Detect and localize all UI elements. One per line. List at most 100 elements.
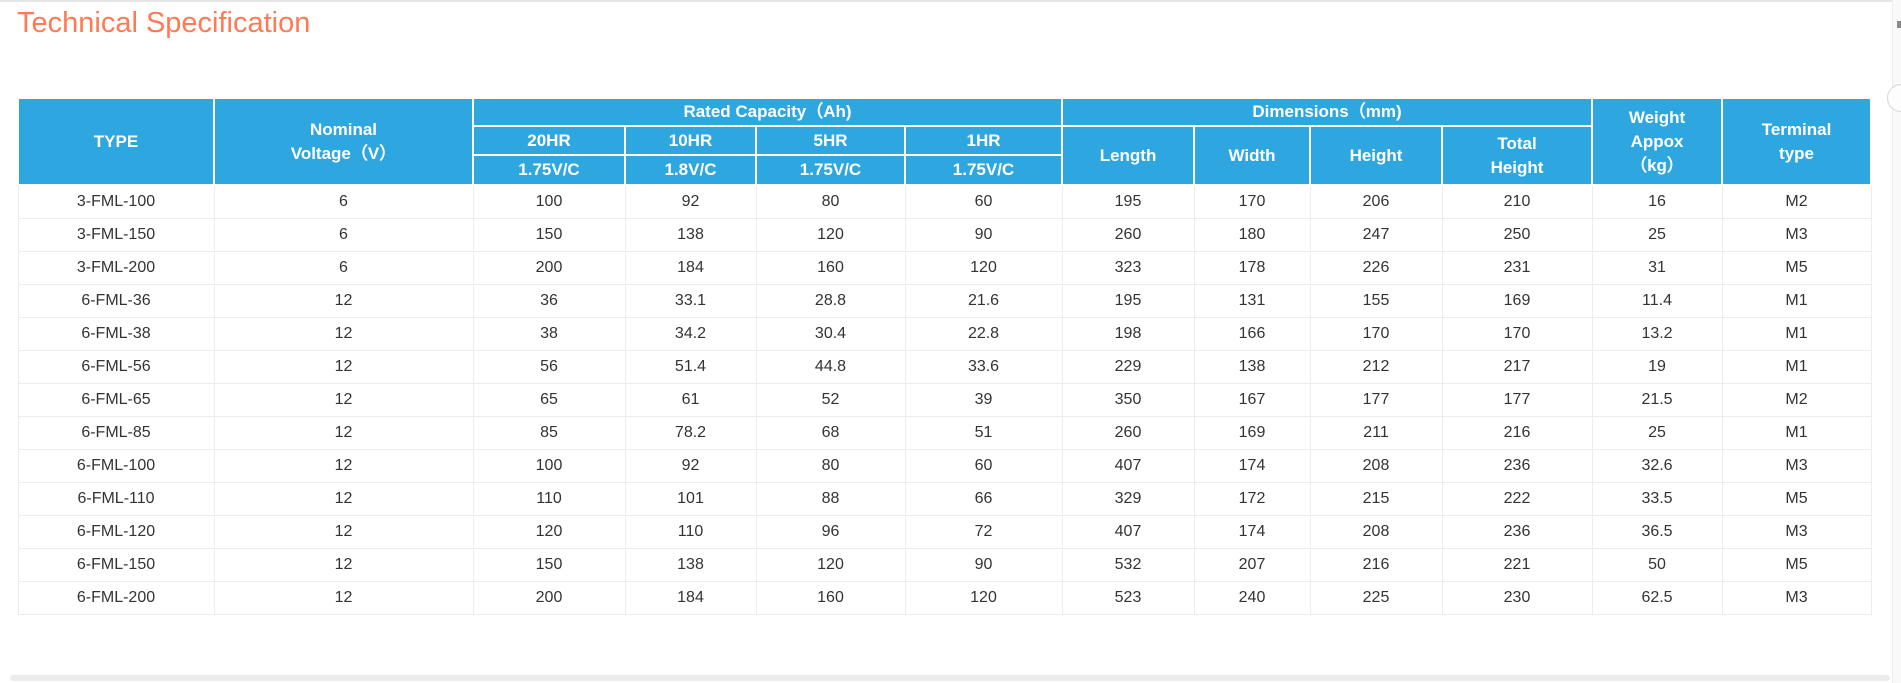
cell-width: 174: [1193, 515, 1311, 549]
cell-weight: 16: [1591, 184, 1723, 219]
cell-capacity-10hr: 138: [624, 548, 757, 582]
vertical-scrollbar-track[interactable]: [1892, 0, 1901, 683]
cell-terminal-type: M5: [1721, 482, 1872, 516]
technical-specification-table: TYPE Nominal Voltage（V） Rated Capacity（A…: [17, 97, 1873, 615]
edge-mark: [1897, 21, 1901, 28]
cell-type: 6-FML-200: [17, 581, 215, 615]
spec-table-body: 3-FML-100 6 100 92 80 60 195 170 206 210 16 M2 3-FML…: [17, 184, 1872, 615]
cell-capacity-1hr: 51: [904, 416, 1063, 450]
cell-terminal-type: M2: [1721, 184, 1872, 219]
cell-type: 3-FML-100: [17, 184, 215, 219]
col-header-20hr-voltage: 1.75V/C: [472, 154, 626, 186]
cell-nominal-voltage: 12: [213, 548, 474, 582]
cell-capacity-10hr: 61: [624, 383, 757, 417]
cell-terminal-type: M2: [1721, 383, 1872, 417]
col-header-weight: Weight Appox （kg）: [1591, 97, 1724, 186]
cell-total-height: 216: [1441, 416, 1593, 450]
cell-height: 211: [1309, 416, 1443, 450]
cell-terminal-type: M3: [1721, 449, 1872, 483]
cell-nominal-voltage: 12: [213, 581, 474, 615]
cell-total-height: 221: [1441, 548, 1593, 582]
col-header-width: Width: [1193, 125, 1312, 186]
cell-capacity-5hr: 160: [755, 251, 906, 285]
cell-weight: 25: [1591, 218, 1723, 252]
cell-nominal-voltage: 12: [213, 416, 474, 450]
cell-terminal-type: M1: [1721, 284, 1872, 318]
cell-terminal-type: M3: [1721, 581, 1872, 615]
col-header-10hr-voltage: 1.8V/C: [624, 154, 757, 186]
cell-terminal-type: M3: [1721, 515, 1872, 549]
cell-capacity-1hr: 39: [904, 383, 1063, 417]
cell-total-height: 170: [1441, 317, 1593, 351]
cell-length: 229: [1061, 350, 1195, 384]
cell-total-height: 217: [1441, 350, 1593, 384]
cell-capacity-1hr: 33.6: [904, 350, 1063, 384]
cell-capacity-10hr: 51.4: [624, 350, 757, 384]
nominal-voltage-line2: Voltage（V）: [290, 143, 397, 163]
cell-capacity-1hr: 22.8: [904, 317, 1063, 351]
cell-capacity-5hr: 30.4: [755, 317, 906, 351]
cell-width: 207: [1193, 548, 1311, 582]
table-row: 6-FML-200 12 200 184 160 120 523 240 225 230 62.5 M…: [17, 581, 1872, 615]
table-row: 6-FML-85 12 85 78.2 68 51 260 169 211 216 25 M1: [17, 416, 1872, 450]
terminal-line1: Terminal: [1761, 119, 1832, 139]
page-title: Technical Specification: [17, 7, 311, 39]
cell-width: 138: [1193, 350, 1311, 384]
cell-total-height: 236: [1441, 515, 1593, 549]
cell-type: 3-FML-150: [17, 218, 215, 252]
col-header-1hr-voltage: 1.75V/C: [903, 154, 1064, 186]
cell-height: 170: [1309, 317, 1443, 351]
cell-type: 6-FML-56: [17, 350, 215, 384]
cell-nominal-voltage: 12: [213, 482, 474, 516]
col-header-5hr-voltage: 1.75V/C: [755, 154, 906, 186]
cell-width: 169: [1193, 416, 1311, 450]
cell-height: 177: [1309, 383, 1443, 417]
cell-capacity-5hr: 52: [755, 383, 906, 417]
cell-capacity-20hr: 36: [472, 284, 626, 318]
col-header-5hr: 5HR: [755, 125, 906, 156]
cell-terminal-type: M1: [1721, 416, 1872, 450]
cell-capacity-20hr: 100: [472, 449, 626, 483]
col-header-1hr: 1HR: [903, 125, 1064, 156]
weight-line1: Weight: [1628, 107, 1686, 127]
floating-button-partial[interactable]: [1887, 84, 1901, 112]
cell-width: 167: [1193, 383, 1311, 417]
cell-capacity-1hr: 66: [904, 482, 1063, 516]
cell-weight: 62.5: [1591, 581, 1723, 615]
group-header-dimensions: Dimensions（mm): [1061, 97, 1594, 127]
cell-capacity-20hr: 56: [472, 350, 626, 384]
group-header-rated-capacity: Rated Capacity（Ah): [471, 97, 1064, 127]
cell-length: 260: [1061, 416, 1195, 450]
cell-weight: 36.5: [1591, 515, 1723, 549]
cell-nominal-voltage: 12: [213, 317, 474, 351]
cell-total-height: 231: [1441, 251, 1593, 285]
cell-length: 323: [1061, 251, 1195, 285]
cell-capacity-10hr: 110: [624, 515, 757, 549]
table-row: 6-FML-56 12 56 51.4 44.8 33.6 229 138 212 217 19 M1: [17, 350, 1872, 384]
top-divider: [0, 0, 1901, 2]
cell-total-height: 250: [1441, 218, 1593, 252]
cell-height: 216: [1309, 548, 1443, 582]
col-header-10hr: 10HR: [624, 125, 757, 156]
cell-length: 260: [1061, 218, 1195, 252]
col-header-terminal-type: Terminal type: [1721, 97, 1873, 186]
cell-nominal-voltage: 6: [213, 218, 474, 252]
cell-capacity-10hr: 184: [624, 251, 757, 285]
weight-line2: Appox: [1630, 131, 1684, 151]
cell-type: 6-FML-85: [17, 416, 215, 450]
table-row: 6-FML-36 12 36 33.1 28.8 21.6 195 131 155 169 11.4…: [17, 284, 1872, 318]
cell-capacity-5hr: 96: [755, 515, 906, 549]
cell-type: 3-FML-200: [17, 251, 215, 285]
cell-weight: 50: [1591, 548, 1723, 582]
cell-nominal-voltage: 12: [213, 350, 474, 384]
cell-capacity-20hr: 150: [472, 548, 626, 582]
horizontal-scrollbar[interactable]: [10, 675, 1890, 681]
col-header-total-height: Total Height: [1441, 125, 1594, 186]
cell-type: 6-FML-110: [17, 482, 215, 516]
cell-length: 195: [1061, 184, 1195, 219]
cell-weight: 25: [1591, 416, 1723, 450]
cell-capacity-5hr: 44.8: [755, 350, 906, 384]
cell-length: 329: [1061, 482, 1195, 516]
cell-capacity-20hr: 150: [472, 218, 626, 252]
